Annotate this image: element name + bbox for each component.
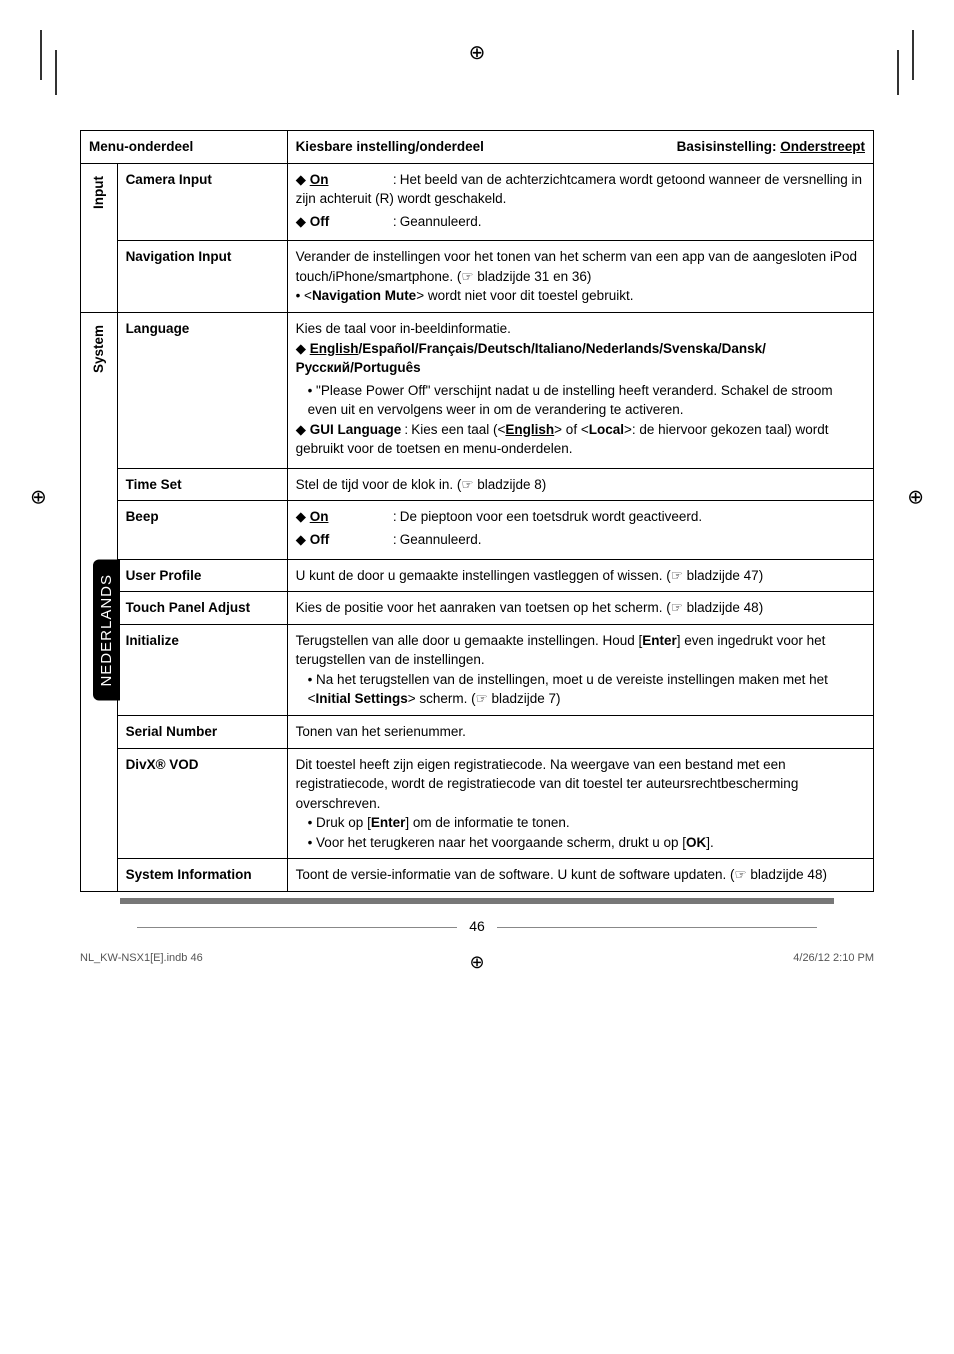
row-touch-desc: Kies de positie voor het aanraken van to… — [287, 592, 873, 625]
init-l1a: Terugstellen van alle door u gemaakte in… — [296, 633, 643, 648]
group-system-label: System — [89, 319, 109, 379]
header-setting: Kiesbare instelling/onderdeel Basisinste… — [287, 131, 873, 164]
row-user-name: User Profile — [117, 559, 287, 592]
lang-first: English — [310, 341, 359, 356]
lang-line1: Kies de taal voor in-beeldinformatie. — [296, 319, 865, 339]
bottom-rule — [120, 898, 834, 904]
crop-mark-top: ⊕ — [469, 40, 486, 65]
init-b-key: Initial Settings — [315, 691, 407, 706]
beep-on-label: On — [310, 507, 390, 527]
row-divx-name: DivX® VOD — [117, 748, 287, 859]
row-serial-desc: Tonen van het serienummer. — [287, 715, 873, 748]
footer-right: 4/26/12 2:10 PM — [793, 952, 874, 964]
crop-mark-left: ⊕ — [30, 484, 47, 509]
lang-gui-label: GUI Language — [310, 420, 402, 440]
row-lang-desc: Kies de taal voor in-beeldinformatie. En… — [287, 312, 873, 468]
row-sysinfo-name: System Information — [117, 859, 287, 892]
row-beep-name: Beep — [117, 501, 287, 559]
row-touch-name: Touch Panel Adjust — [117, 592, 287, 625]
row-serial-name: Serial Number — [117, 715, 287, 748]
nav-mute-key: Navigation Mute — [312, 288, 416, 303]
header-menu-item: Menu-onderdeel — [81, 131, 288, 164]
beep-off-desc: Geannuleerd. — [400, 532, 482, 547]
group-input-label: Input — [89, 170, 109, 215]
init-l1b: Enter — [642, 633, 677, 648]
lang-gui-pre: Kies een taal (< — [411, 422, 505, 437]
lang-gui-mid: > of < — [554, 422, 589, 437]
crop-line — [55, 50, 57, 95]
divx-b1a: Druk op [ — [316, 815, 371, 830]
nav-mute-rest: wordt niet voor dit toestel gebruikt. — [424, 288, 633, 303]
row-nav-desc: Verander de instellingen voor het tonen … — [287, 241, 873, 313]
lang-gui-eng: English — [505, 422, 554, 437]
crop-line — [897, 50, 899, 95]
settings-table: Menu-onderdeel Kiesbare instelling/onder… — [80, 130, 874, 892]
lang-bullet1: "Please Power Off" verschijnt nadat u de… — [308, 383, 833, 418]
crop-mark-bottom: ⊕ — [469, 952, 484, 973]
group-input: Input — [81, 163, 118, 312]
beep-on-desc: De pieptoon voor een toetsdruk wordt gea… — [400, 509, 702, 524]
header-default-value: Onderstreept — [780, 139, 865, 154]
crop-line — [912, 30, 914, 80]
beep-off-label: Off — [310, 530, 390, 550]
camera-on-label: On — [310, 170, 390, 190]
row-init-desc: Terugstellen van alle door u gemaakte in… — [287, 624, 873, 715]
row-lang-name: Language — [117, 312, 287, 468]
divx-b2c: ]. — [706, 835, 714, 850]
language-tab: NEDERLANDS — [93, 560, 120, 701]
row-nav-name: Navigation Input — [117, 241, 287, 313]
header-default-label: Basisinstelling: — [677, 139, 777, 154]
camera-off-desc: Geannuleerd. — [400, 214, 482, 229]
divx-b2a: Voor het terugkeren naar het voorgaande … — [316, 835, 686, 850]
row-camera-name: Camera Input — [117, 163, 287, 241]
row-time-desc: Stel de tijd voor de klok in. (☞ bladzij… — [287, 468, 873, 501]
footer: NL_KW-NSX1[E].indb 46 ⊕ 4/26/12 2:10 PM — [80, 952, 874, 964]
header-setting-left: Kiesbare instelling/onderdeel — [296, 139, 484, 154]
divx-line1: Dit toestel heeft zijn eigen registratie… — [296, 755, 865, 814]
page-number: 46 — [80, 918, 874, 934]
divx-b2b: OK — [686, 835, 706, 850]
camera-off-label: Off — [310, 212, 390, 232]
crop-mark-right: ⊕ — [907, 484, 924, 509]
footer-left: NL_KW-NSX1[E].indb 46 — [80, 952, 203, 964]
row-beep-desc: On:De pieptoon voor een toetsdruk wordt … — [287, 501, 873, 559]
lang-gui-loc: Local — [589, 422, 624, 437]
nav-line1: Verander de instellingen voor het tonen … — [296, 247, 865, 286]
divx-b1b: Enter — [371, 815, 406, 830]
row-sysinfo-desc: Toont de versie-informatie van de softwa… — [287, 859, 873, 892]
crop-line — [40, 30, 42, 80]
divx-b1c: ] om de informatie te tonen. — [405, 815, 569, 830]
row-user-desc: U kunt de door u gemaakte instellingen v… — [287, 559, 873, 592]
lang-rest: /Español/Français/Deutsch/Italiano/Neder… — [296, 341, 766, 376]
row-divx-desc: Dit toestel heeft zijn eigen registratie… — [287, 748, 873, 859]
row-init-name: Initialize — [117, 624, 287, 715]
init-b-post: > scherm. (☞ bladzijde 7) — [408, 691, 561, 706]
row-time-name: Time Set — [117, 468, 287, 501]
row-camera-desc: On:Het beeld van de achterzichtcamera wo… — [287, 163, 873, 241]
